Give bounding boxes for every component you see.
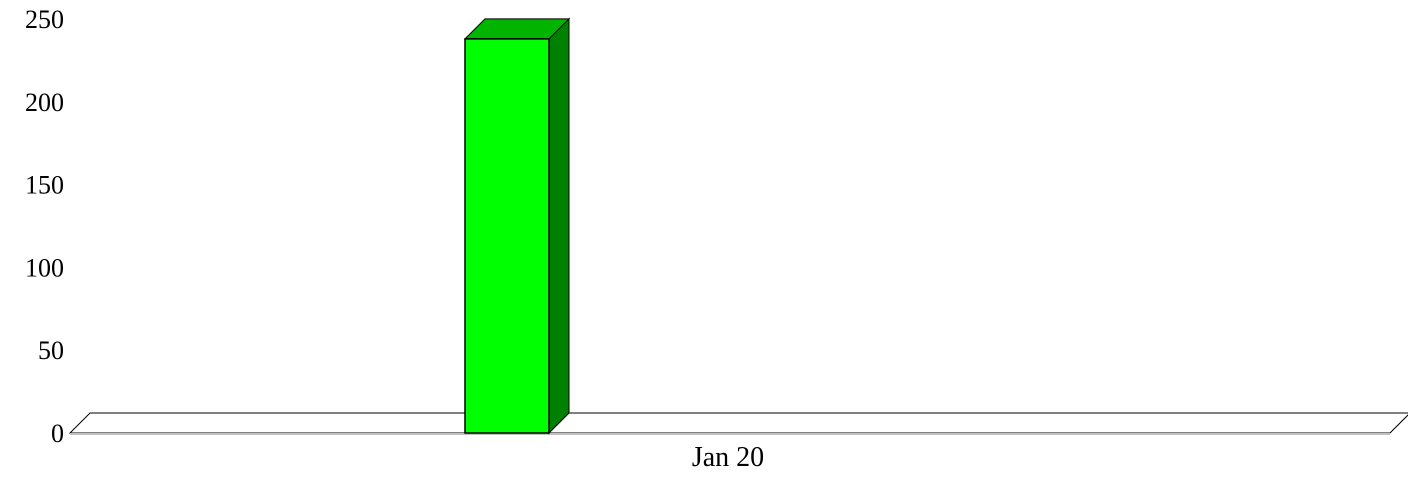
floor-plane	[68, 412, 1408, 434]
bar	[463, 17, 571, 435]
y-tick-label: 100	[25, 253, 64, 282]
chart-floor	[68, 412, 1408, 435]
y-tick-label: 150	[25, 171, 64, 200]
y-tick-label: 250	[25, 5, 64, 34]
x-axis: Jan 20	[692, 442, 764, 473]
x-tick-label: Jan 20	[692, 442, 764, 473]
bar-front-face	[464, 38, 550, 434]
y-tick-label: 0	[51, 419, 64, 448]
y-tick-label: 50	[38, 336, 64, 365]
bars	[463, 17, 571, 435]
bar-side-face	[548, 17, 570, 435]
y-axis: 0 50 100 150 200 250	[25, 5, 64, 448]
y-tick-label: 200	[25, 88, 64, 117]
